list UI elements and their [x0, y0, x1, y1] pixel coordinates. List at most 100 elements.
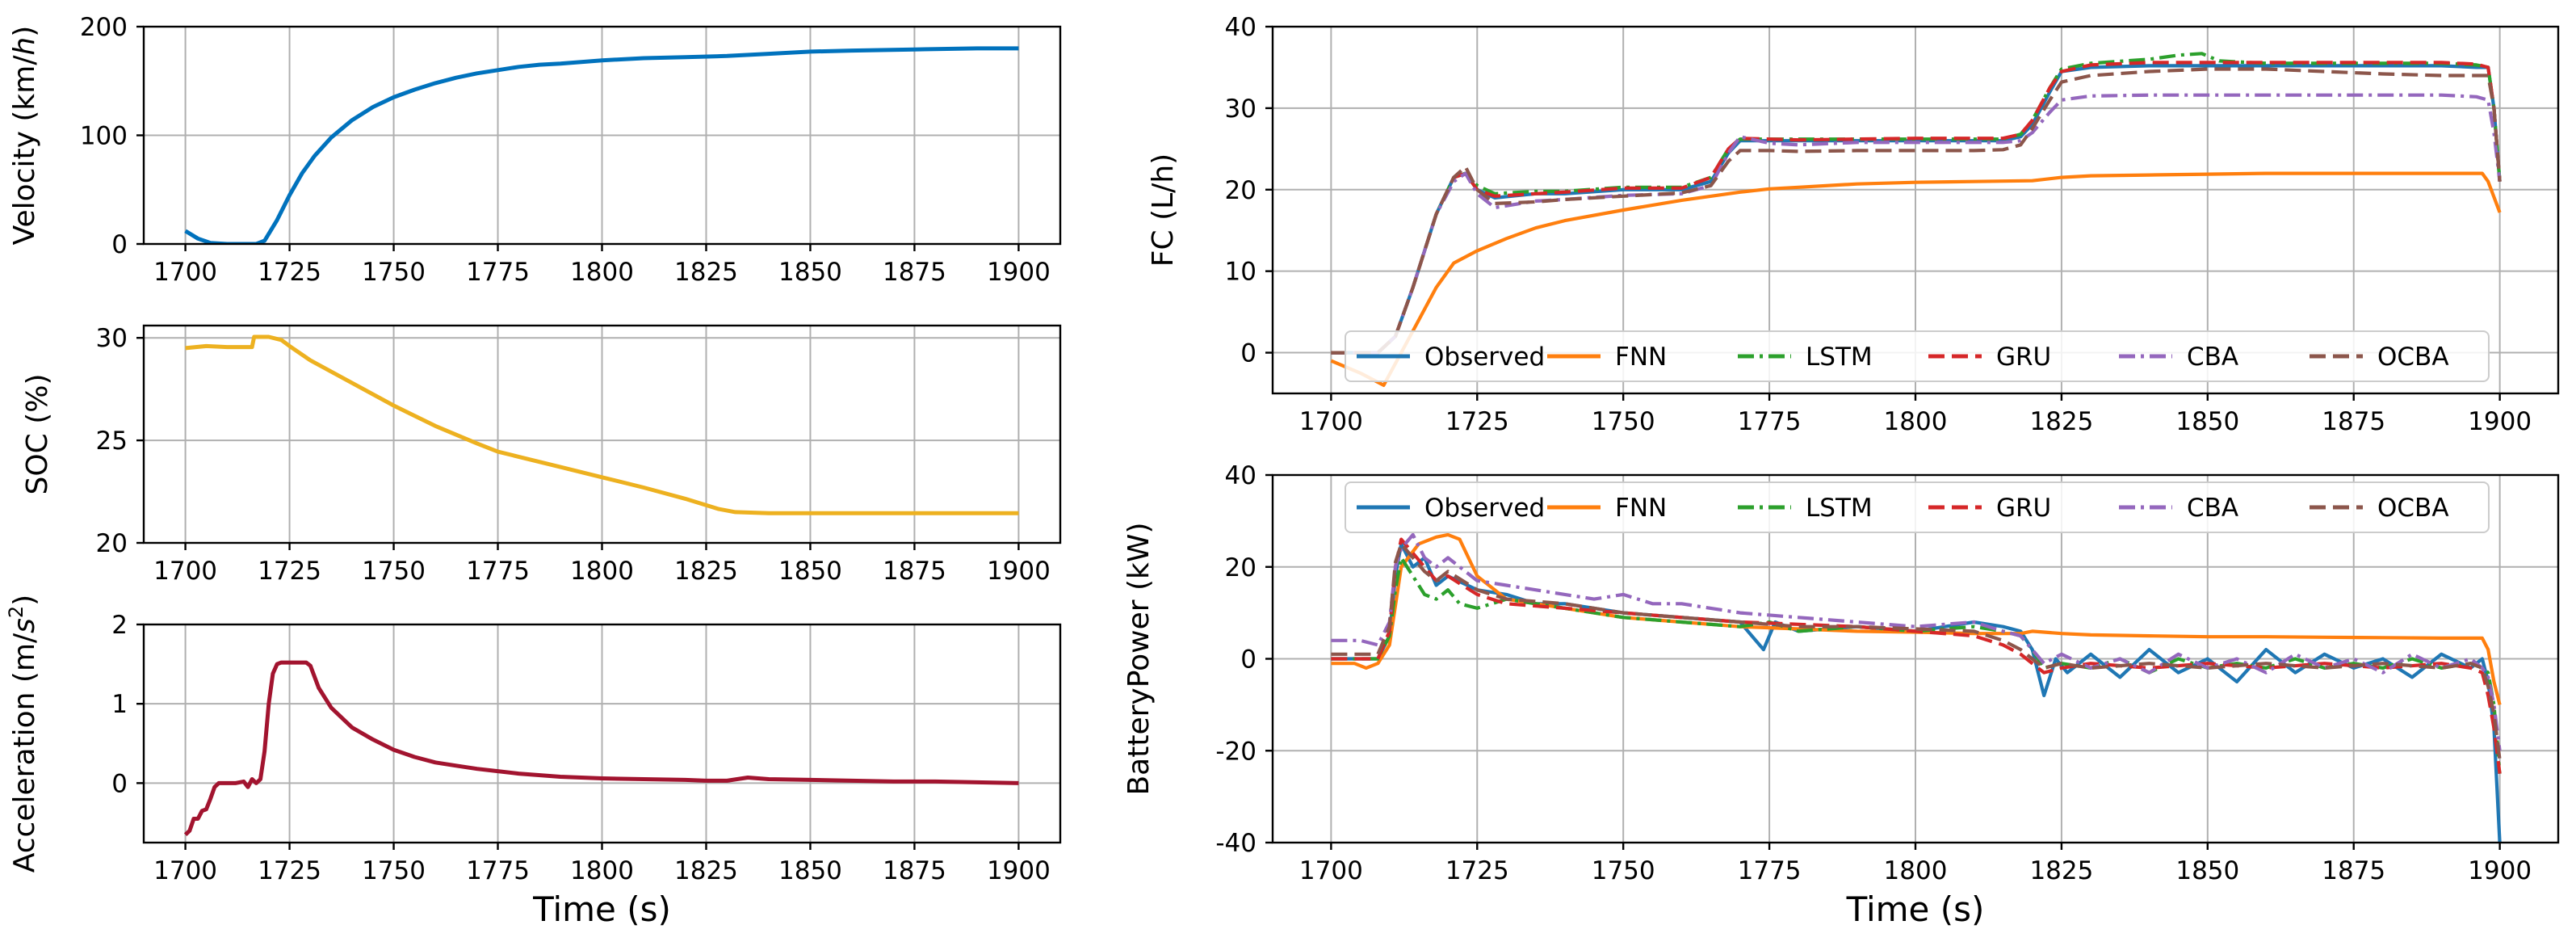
- series-group: [183, 660, 1019, 837]
- y-tick-label: 0: [111, 230, 128, 259]
- x-tick-label: 1700: [153, 258, 217, 287]
- x-tick-label: 1875: [883, 557, 946, 586]
- y-axis-label: FC (L/h): [1147, 153, 1180, 267]
- y-axis-label: Acceleration (m/s2): [5, 595, 41, 872]
- legend-label: CBA: [2187, 343, 2238, 372]
- legend-label: LSTM: [1806, 494, 1873, 523]
- chart-fc: 1700 1725 1750 1775 1800 1825 1850 1875 1900 0 10 2…: [1147, 13, 2560, 436]
- y-tick-label: 20: [96, 529, 128, 558]
- legend-frame: [1345, 330, 2490, 382]
- x-tick-label: 1875: [2322, 856, 2385, 885]
- x-tick-label: 1725: [1445, 856, 1509, 885]
- series-group: [1330, 52, 2502, 387]
- x-tick-label: 1825: [674, 258, 738, 287]
- x-tick-label: 1850: [2175, 407, 2239, 436]
- legend-label: FNN: [1615, 343, 1667, 372]
- series-line-cba: [1331, 532, 2502, 751]
- x-tick-label: 1800: [1884, 407, 1948, 436]
- x-tick-label: 1825: [2029, 856, 2093, 885]
- y-tick-label: 2: [111, 611, 128, 640]
- x-tick-label: 1900: [987, 557, 1051, 586]
- legend-label: Observed: [1424, 343, 1545, 372]
- y-axis-label-part: Velocity (km/: [8, 55, 41, 246]
- x-axis-label: Time (s): [1846, 889, 1985, 929]
- x-tick-label: 1825: [674, 856, 738, 885]
- y-tick-label: 40: [1225, 13, 1257, 42]
- x-tick-label: 1700: [153, 856, 217, 885]
- legend-label: GRU: [1996, 494, 2051, 523]
- y-axis-label-part: h: [8, 37, 41, 56]
- y-axis-label: Velocity (km/h): [8, 26, 41, 246]
- y-tick-label: 0: [1240, 645, 1257, 675]
- y-axis-label-part: ): [8, 595, 41, 606]
- x-tick-label: 1875: [2322, 407, 2385, 436]
- x-tick-label: 1750: [362, 258, 426, 287]
- y-tick-label: 30: [96, 324, 128, 353]
- legend-label: FNN: [1615, 494, 1667, 523]
- y-axis-label-superscript: 2: [5, 606, 27, 618]
- series-line-acceleration: [183, 660, 1019, 837]
- x-tick-label: 1800: [570, 557, 634, 586]
- x-tick-label: 1875: [883, 856, 946, 885]
- x-tick-label: 1800: [570, 258, 634, 287]
- series-group: [184, 46, 1019, 244]
- x-tick-label: 1700: [1299, 407, 1363, 436]
- x-tick-label: 1775: [466, 856, 530, 885]
- y-tick-label: -20: [1215, 737, 1257, 766]
- x-tick-label: 1750: [362, 856, 426, 885]
- x-tick-label: 1900: [2468, 407, 2532, 436]
- y-tick-label: 25: [96, 427, 128, 456]
- series-line-soc: [185, 334, 1019, 515]
- chart-soc: 1700 1725 1750 1775 1800 1825 1850 1875 1900 20 25…: [21, 324, 1062, 586]
- chart-acceleration: 1700 1725 1750 1775 1800 1825 1850 1875 1900012A…: [5, 595, 1062, 929]
- series-line-fnn: [1330, 171, 2502, 387]
- x-tick-label: 1850: [778, 856, 842, 885]
- legend-label: CBA: [2187, 494, 2238, 523]
- y-axis-label: SOC (%): [21, 373, 54, 494]
- x-tick-label: 1825: [2029, 407, 2093, 436]
- x-tick-label: 1775: [466, 258, 530, 287]
- x-tick-label: 1900: [987, 856, 1051, 885]
- series-line-gru: [1331, 537, 2502, 774]
- x-tick-label: 1700: [153, 557, 217, 586]
- series-line-ocba: [1331, 67, 2502, 355]
- x-tick-label: 1850: [778, 557, 842, 586]
- x-tick-label: 1725: [258, 856, 321, 885]
- x-tick-label: 1875: [883, 258, 946, 287]
- x-tick-label: 1750: [1592, 856, 1655, 885]
- x-tick-label: 1900: [2468, 856, 2532, 885]
- x-tick-label: 1900: [987, 258, 1051, 287]
- series-line-ocba: [1331, 542, 2502, 760]
- series-line-gru: [1331, 61, 2502, 355]
- series-group: [185, 334, 1019, 515]
- legend: Observed FNN LSTM GRU CBA OCBA: [1345, 481, 2490, 533]
- legend-label: GRU: [1996, 343, 2051, 372]
- x-axis-label: Time (s): [532, 889, 671, 929]
- y-tick-label: 10: [1225, 258, 1257, 287]
- y-axis-label: BatteryPower (kW): [1122, 522, 1156, 795]
- x-tick-label: 1775: [1738, 407, 1802, 436]
- y-axis-label-part: s: [8, 618, 41, 633]
- series-line-velocity: [184, 46, 1019, 244]
- x-tick-label: 1825: [674, 557, 738, 586]
- x-tick-label: 1775: [1738, 856, 1802, 885]
- series-group: [1331, 532, 2502, 843]
- x-tick-label: 1850: [2175, 856, 2239, 885]
- y-tick-label: 200: [80, 13, 128, 42]
- y-axis-label-part: ): [8, 26, 41, 37]
- x-tick-label: 1700: [1299, 856, 1363, 885]
- x-tick-label: 1725: [258, 557, 321, 586]
- y-tick-label: 1: [111, 690, 128, 719]
- y-tick-label: 0: [1240, 339, 1257, 368]
- x-tick-label: 1750: [1592, 407, 1655, 436]
- x-tick-label: 1725: [1445, 407, 1509, 436]
- chart-velocity: 1700 1725 1750 1775 1800 1825 1850 1875 1900 0 100…: [8, 13, 1062, 287]
- legend-label: OCBA: [2377, 343, 2449, 372]
- chart-battery: 1700 1725 1750 1775 1800 1825 1850 1875 1900 -40 -…: [1122, 461, 2560, 929]
- legend: Observed FNN LSTM GRU CBA OCBA: [1345, 330, 2490, 382]
- x-tick-label: 1725: [258, 258, 321, 287]
- legend-frame: [1345, 481, 2490, 533]
- x-tick-label: 1775: [466, 557, 530, 586]
- x-tick-label: 1800: [570, 856, 634, 885]
